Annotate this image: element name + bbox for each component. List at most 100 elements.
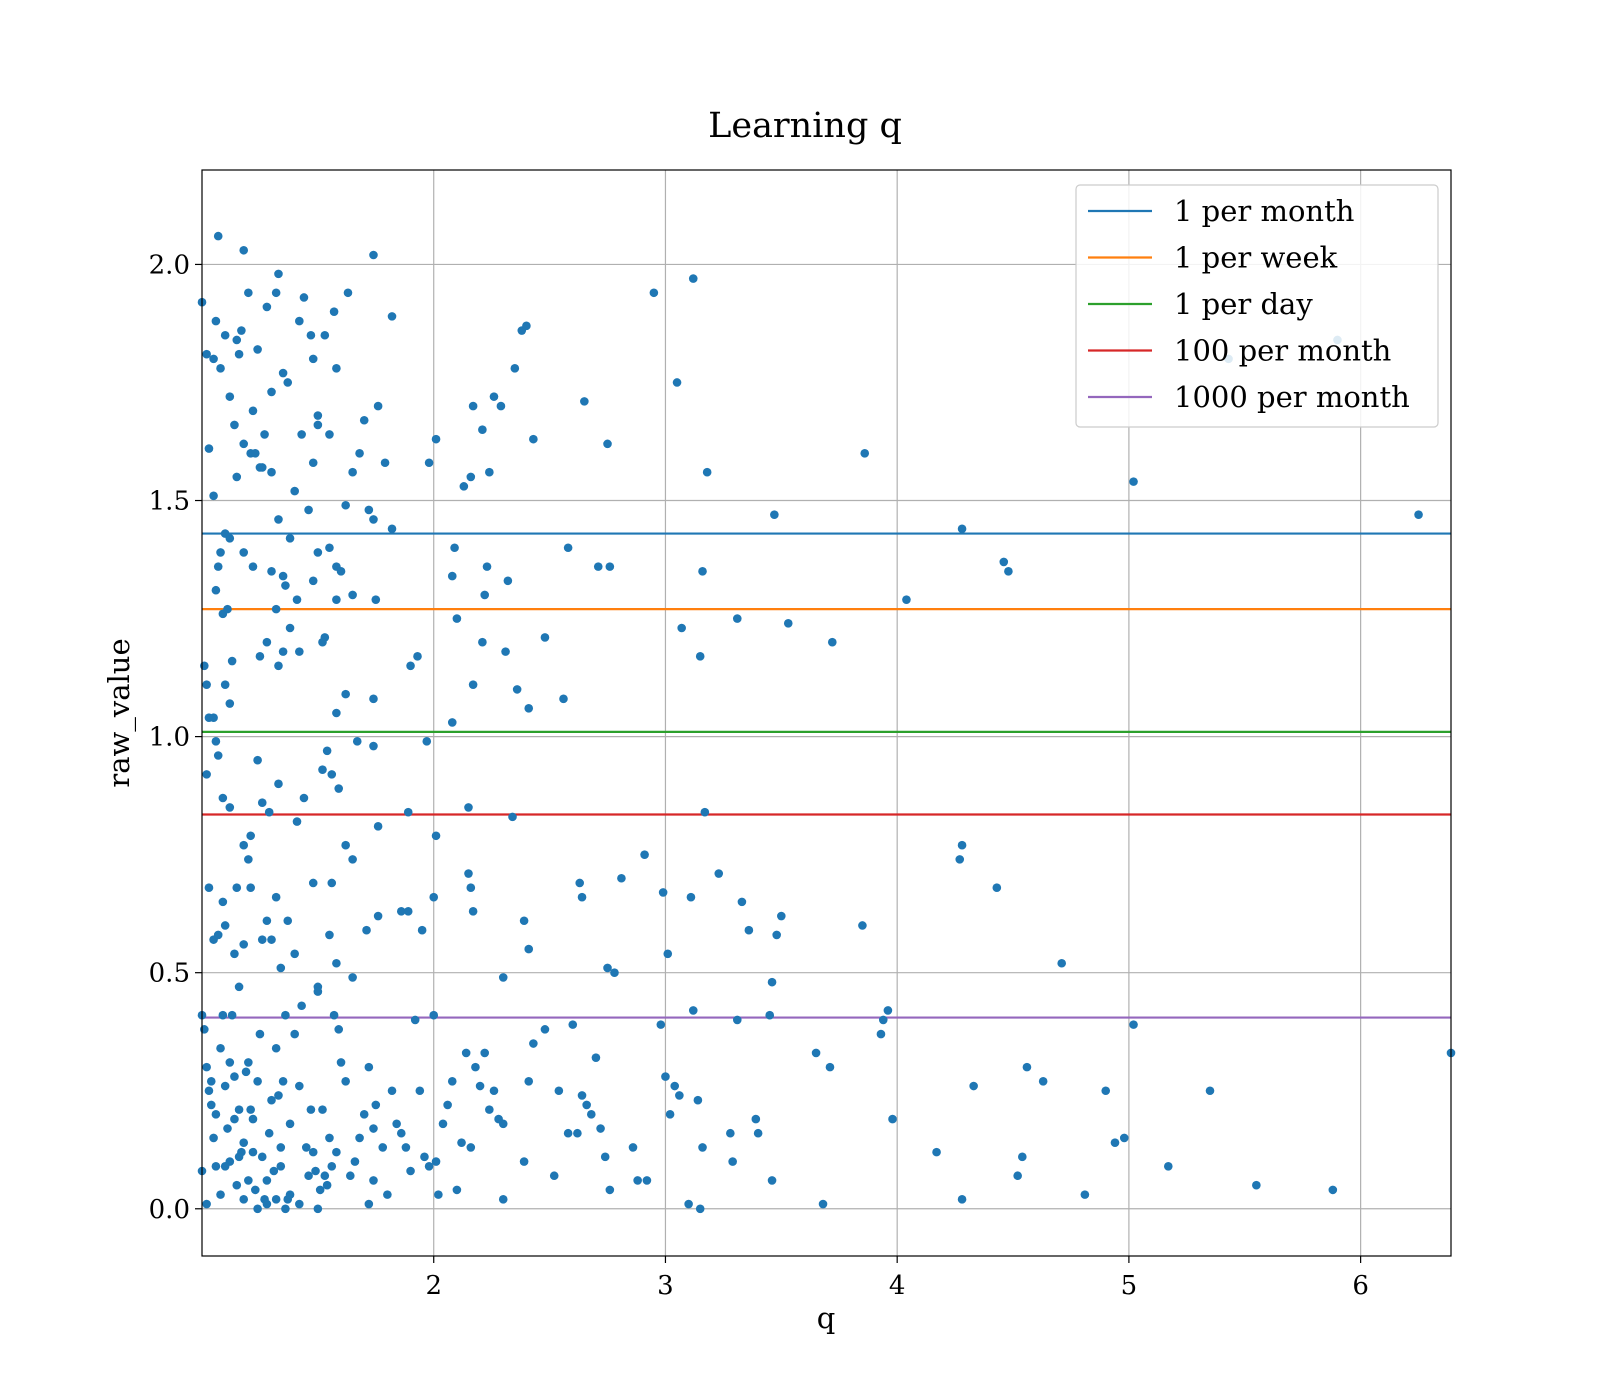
data-point — [329, 307, 339, 316]
data-point — [686, 892, 696, 902]
data-point — [1110, 1138, 1120, 1147]
data-point — [665, 1110, 675, 1119]
data-point — [732, 614, 742, 623]
data-point — [262, 1199, 272, 1209]
data-point — [225, 1058, 235, 1067]
data-point — [406, 661, 415, 671]
legend-entry: 1 per week — [1174, 241, 1338, 275]
data-point — [355, 449, 364, 458]
data-point — [1038, 1076, 1048, 1086]
data-point — [206, 1100, 216, 1110]
data-point — [230, 1114, 239, 1124]
data-point — [257, 798, 267, 808]
data-point — [308, 576, 318, 586]
data-point — [577, 892, 587, 902]
data-point — [447, 571, 457, 581]
data-point — [218, 1010, 228, 1020]
data-point — [369, 741, 378, 751]
data-point — [777, 911, 786, 921]
data-point — [202, 349, 211, 359]
data-point — [209, 491, 218, 501]
data-point — [369, 1176, 378, 1185]
data-point — [818, 1199, 828, 1209]
data-point — [478, 425, 487, 434]
data-point — [1252, 1180, 1261, 1190]
data-point — [582, 1100, 591, 1110]
data-point — [468, 401, 478, 411]
data-point — [262, 302, 272, 312]
data-point — [308, 458, 318, 468]
data-point — [431, 434, 441, 444]
data-point — [695, 1204, 705, 1214]
data-point — [878, 1015, 888, 1025]
data-point — [269, 1166, 279, 1176]
data-point — [232, 472, 242, 482]
data-point — [677, 623, 686, 633]
data-point — [464, 803, 473, 812]
data-point — [202, 1062, 211, 1072]
data-point — [811, 1048, 821, 1058]
data-point — [218, 897, 228, 907]
y-tick-label: 0.0 — [149, 1195, 190, 1225]
data-point — [596, 1124, 605, 1133]
data-point — [336, 567, 346, 576]
data-point — [373, 401, 383, 411]
data-point — [237, 326, 246, 335]
data-point — [431, 831, 441, 841]
data-point — [346, 1171, 355, 1181]
data-point — [202, 680, 211, 689]
data-point — [932, 1147, 941, 1157]
data-point — [322, 746, 332, 756]
data-point — [322, 1180, 332, 1190]
data-point — [318, 637, 327, 647]
data-point — [253, 755, 262, 765]
data-point — [267, 1095, 276, 1105]
data-point — [765, 1010, 775, 1020]
data-point — [202, 770, 211, 779]
data-point — [1080, 1190, 1090, 1199]
data-point — [262, 1176, 272, 1185]
data-point — [422, 737, 432, 746]
data-point — [220, 1161, 230, 1171]
data-point — [341, 1076, 350, 1086]
data-point — [232, 883, 242, 893]
data-point — [450, 543, 459, 553]
y-tick-label: 1.0 — [149, 723, 190, 753]
data-point — [246, 883, 255, 893]
data-point — [957, 524, 967, 534]
data-point — [348, 855, 357, 864]
data-point — [396, 1128, 406, 1138]
data-point — [348, 590, 357, 600]
x-axis-label: q — [817, 1301, 836, 1335]
data-point — [633, 1176, 642, 1185]
data-point — [540, 633, 550, 642]
data-point — [255, 652, 265, 661]
data-point — [675, 1091, 684, 1100]
data-point — [783, 618, 793, 628]
data-point — [955, 855, 965, 864]
legend: 1 per month 1 per week 1 per day 100 per mo… — [1075, 184, 1439, 428]
data-point — [313, 548, 323, 557]
y-tick-label: 0.5 — [149, 959, 190, 989]
data-point — [306, 1105, 316, 1114]
data-point — [304, 505, 313, 515]
data-point — [658, 888, 668, 897]
data-point — [496, 401, 506, 411]
data-point — [274, 779, 283, 789]
data-point — [482, 562, 492, 571]
data-point — [554, 1086, 564, 1096]
data-point — [406, 1166, 415, 1176]
data-point — [605, 1185, 615, 1195]
data-point — [468, 907, 478, 916]
data-point — [230, 420, 239, 430]
data-point — [1414, 510, 1423, 519]
data-point — [695, 652, 705, 661]
data-point — [1205, 1086, 1215, 1096]
data-point — [278, 1076, 288, 1086]
data-point — [244, 855, 253, 864]
data-point — [297, 430, 306, 439]
data-point — [209, 713, 218, 723]
data-point — [466, 883, 476, 893]
data-point — [447, 1076, 457, 1086]
data-point — [524, 944, 534, 954]
